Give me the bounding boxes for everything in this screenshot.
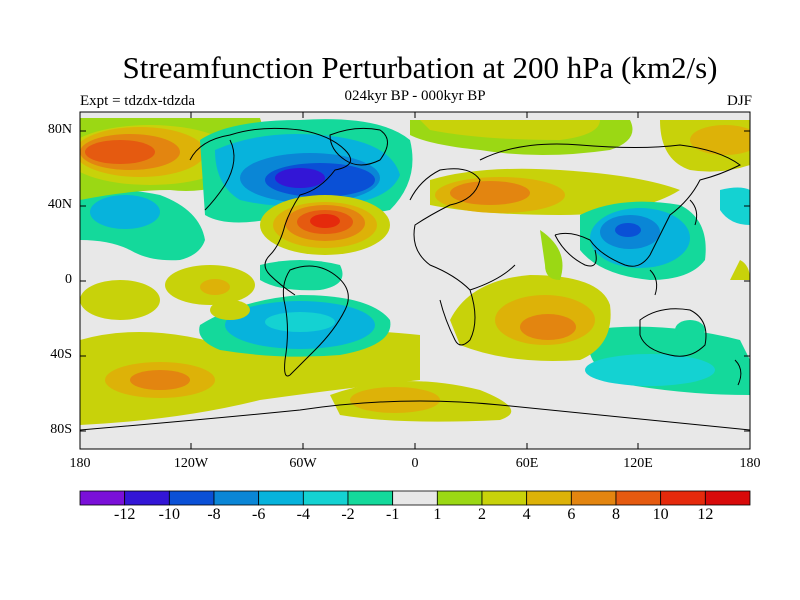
colorbar: [79, 490, 751, 506]
colorbar-label: -4: [296, 506, 310, 523]
colorbar-swatch: [258, 490, 304, 506]
colorbar-label: 10: [652, 506, 669, 523]
colorbar-label: 6: [567, 506, 576, 523]
map-subtitle: 024kyr BP - 000kyr BP: [344, 88, 486, 104]
colorbar-swatch: [704, 490, 751, 506]
colorbar-swatch: [168, 490, 215, 506]
lon-label-60w: 60W: [289, 456, 317, 471]
colorbar-swatch: [526, 490, 572, 506]
lat-label-0: 0: [65, 272, 72, 287]
colorbar-label: 1: [433, 506, 442, 523]
colorbar-swatch: [347, 490, 394, 506]
lat-label-40s: 40S: [50, 347, 72, 362]
colorbar-swatch: [79, 490, 126, 506]
colorbar-swatch: [615, 490, 662, 506]
colorbar-label: 2: [478, 506, 486, 523]
lat-label-40n: 40N: [47, 197, 72, 212]
colorbar-label: 8: [612, 506, 620, 523]
colorbar-label: -8: [207, 506, 221, 523]
colorbar-label: 12: [697, 506, 714, 523]
coastlines: [80, 127, 750, 431]
lon-label-180-left: 180: [69, 456, 91, 471]
lat-label-80s: 80S: [50, 422, 72, 437]
lon-label-180-right: 180: [739, 456, 761, 471]
map-title: Streamfunction Perturbation at 200 hPa (…: [122, 50, 718, 85]
colorbar-label: -2: [341, 506, 355, 523]
colorbar-swatch: [213, 490, 260, 506]
colorbar-swatch: [124, 490, 170, 506]
season-label: DJF: [726, 93, 752, 109]
lon-label-60e: 60E: [515, 456, 539, 471]
lon-label-0: 0: [411, 456, 419, 471]
colorbar-swatch: [570, 490, 617, 506]
experiment-label: Expt = tdzdx-tdzda: [80, 93, 196, 109]
colorbar-label: -10: [158, 506, 180, 523]
colorbar-label: -12: [113, 506, 136, 523]
colorbar-swatch: [660, 490, 706, 506]
colorbar-swatch: [392, 490, 438, 506]
lon-label-120w: 120W: [173, 456, 209, 471]
colorbar-swatch: [302, 490, 349, 506]
colorbar-label: -6: [251, 506, 266, 523]
axis-ticks: [80, 112, 750, 449]
lat-label-80n: 80N: [47, 122, 72, 137]
lon-label-120e: 120E: [623, 456, 653, 471]
colorbar-label: -1: [385, 506, 400, 523]
colorbar-label: 4: [522, 506, 531, 523]
colorbar-swatch: [436, 490, 483, 506]
colorbar-swatch: [481, 490, 528, 506]
